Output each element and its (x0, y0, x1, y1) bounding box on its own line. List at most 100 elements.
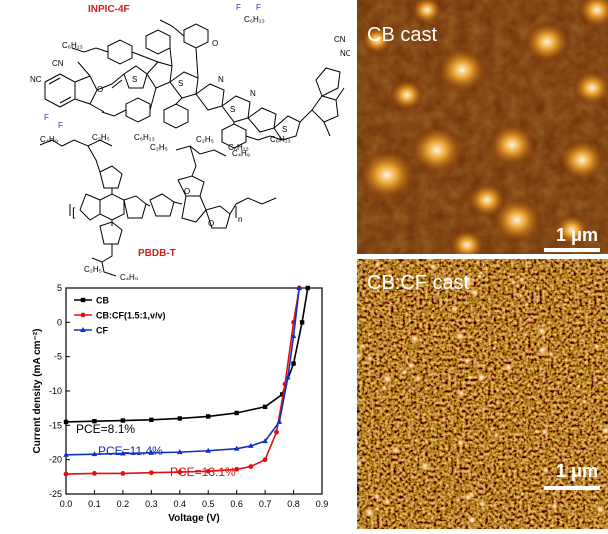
afm-bottom-grain (400, 368, 409, 376)
donor-name: PBDB-T (138, 248, 176, 259)
afm-top-grain (357, 148, 417, 202)
legend-entry: CF (74, 326, 108, 336)
afm-bottom-grain (492, 346, 497, 351)
atom-label-s-2: S (178, 79, 183, 88)
atom-label-f-left-2: F (58, 121, 63, 130)
data-point (262, 457, 268, 463)
afm-bottom-grain (600, 425, 608, 436)
data-point (148, 449, 155, 455)
atom-label-c6h13-1: C₆H₁₃ (62, 41, 83, 50)
donor-structure (39, 139, 277, 277)
afm-bottom-grain (523, 332, 528, 337)
afm-top-grain (487, 122, 537, 168)
data-point (279, 392, 285, 397)
afm-bottom-scale-bar (544, 486, 600, 490)
afm-bottom-grain (442, 274, 453, 285)
afm-bottom-grain (389, 301, 393, 305)
data-point (291, 361, 296, 366)
afm-bottom-grain (595, 504, 605, 515)
afm-bottom-grain (414, 375, 422, 383)
data-point (274, 429, 279, 435)
atom-label-c2h5-2: C₂H₅ (150, 143, 168, 152)
afm-bottom-grain (478, 499, 487, 508)
data-point (80, 297, 86, 303)
afm-top-grain (361, 25, 393, 55)
atom-label-s-3: S (230, 105, 235, 114)
afm-bottom-grain (520, 491, 526, 497)
afm-bottom-grain (518, 276, 526, 284)
afm-bottom-features (357, 261, 608, 526)
atom-label-o-right: O (212, 39, 218, 48)
data-point (120, 418, 126, 423)
atom-label-c4h9-2: C₄H₉ (232, 149, 250, 158)
afm-top-grain (389, 78, 425, 112)
atom-label-s-4: S (282, 125, 287, 134)
afm-bottom-grain (580, 328, 584, 332)
y-tick-label: -20 (49, 455, 62, 465)
legend-entry: CB:CF(1.5:1,v/v) (74, 311, 166, 321)
x-axis-label: Voltage (V) (168, 513, 219, 524)
afm-bottom-grain (596, 396, 600, 400)
afm-bottom-grain (603, 434, 608, 439)
afm-bottom-grain (429, 263, 438, 271)
series-0 (63, 285, 310, 425)
afm-top-grain (558, 138, 606, 182)
afm-image-cbcf-cast: CB:CF cast 1 μm (357, 259, 608, 529)
afm-bottom-grain (518, 293, 524, 299)
afm-bottom-grain (541, 466, 549, 474)
afm-top-grain (523, 20, 571, 64)
atom-label-f-left-1: F (44, 113, 49, 122)
data-point (276, 418, 283, 424)
afm-bottom-grain (464, 492, 473, 502)
acceptor-name: INPIC-4F (88, 4, 130, 15)
atom-label-o-donor-1: O (184, 187, 190, 196)
afm-bottom-grain (366, 355, 374, 362)
atom-label-o-donor-2: O (208, 219, 214, 228)
data-point (262, 438, 268, 444)
data-point (206, 414, 211, 419)
afm-bottom-grain (581, 398, 588, 405)
atom-label-cn-left: CN (52, 59, 64, 68)
afm-bottom-grain (410, 334, 420, 344)
afm-bottom-grain (373, 261, 382, 269)
series-2 (63, 285, 303, 457)
afm-top-grain (449, 228, 485, 254)
data-point (248, 442, 254, 448)
data-point (248, 464, 254, 469)
afm-top-grain (577, 0, 608, 28)
x-tick-label: 0.0 (60, 499, 73, 509)
afm-bottom-grain (536, 325, 548, 337)
afm-bottom-grain (593, 343, 600, 350)
data-point (285, 374, 291, 380)
afm-top-grain (436, 46, 488, 94)
data-point (92, 471, 97, 476)
atom-label-n-2: N (250, 89, 256, 98)
afm-top-grain (467, 182, 507, 218)
y-axis-label: Current density (mA cm⁻²) (32, 329, 43, 454)
afm-bottom-grain (414, 457, 419, 462)
afm-bottom-grain (450, 304, 459, 313)
afm-top-scale-label: 1 μm (555, 225, 598, 245)
legend-label: CB (96, 296, 109, 306)
pce-annotation: PCE=8.1% (76, 422, 135, 436)
legend-entry: CB (74, 296, 109, 306)
pce-annotation: PCE=13.1% (170, 465, 236, 479)
afm-bottom-grain (406, 361, 416, 370)
legend-label: CB:CF(1.5:1,v/v) (96, 311, 166, 321)
data-point (205, 468, 211, 474)
afm-bottom-grain (510, 279, 517, 286)
afm-bottom-grain (534, 429, 540, 435)
x-tick-label: 0.4 (174, 499, 187, 509)
afm-bottom-grain (503, 363, 513, 372)
afm-bottom-grain (413, 438, 419, 443)
data-point (176, 449, 183, 455)
data-point (234, 410, 239, 416)
x-tick-label: 0.7 (259, 499, 272, 509)
afm-bottom-grain (478, 408, 483, 413)
afm-bottom-grain (357, 352, 363, 360)
afm-bottom-grain (375, 275, 380, 280)
afm-bottom-grain (383, 497, 392, 506)
atom-label-c6h13-4: C₆H₁₃ (244, 15, 265, 24)
atom-label-c2h5-1: C₂H₅ (92, 133, 110, 142)
data-point (80, 327, 86, 332)
